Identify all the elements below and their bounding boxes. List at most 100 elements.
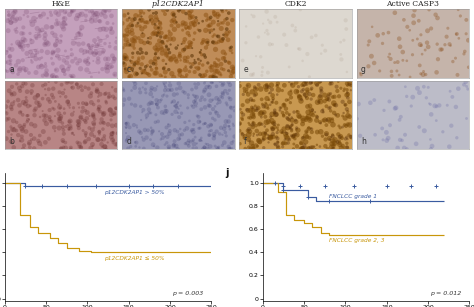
Point <box>257 115 265 120</box>
Point <box>273 134 280 139</box>
Point <box>257 111 264 116</box>
Point <box>140 146 147 151</box>
Point <box>251 103 259 108</box>
Point <box>147 91 155 96</box>
Point <box>197 98 204 103</box>
Point <box>32 106 39 111</box>
Point <box>133 60 140 65</box>
Point <box>260 110 268 115</box>
Point <box>31 113 38 118</box>
Point <box>434 57 442 62</box>
Point <box>126 74 133 79</box>
Point <box>81 140 89 145</box>
Point <box>328 119 336 123</box>
Point <box>289 23 296 28</box>
Point <box>105 91 113 95</box>
Point <box>283 131 291 136</box>
Point <box>77 84 85 89</box>
Point <box>202 40 210 45</box>
Point <box>47 118 55 123</box>
Point <box>75 142 83 146</box>
Point <box>267 115 274 119</box>
Point <box>18 43 25 48</box>
Point <box>122 67 130 72</box>
Point <box>239 103 246 107</box>
Point <box>89 82 97 87</box>
Point <box>10 125 18 130</box>
Point <box>159 58 167 63</box>
Point <box>310 144 318 149</box>
Point <box>188 103 195 108</box>
Point <box>283 123 291 128</box>
Point <box>278 129 285 134</box>
Point <box>264 136 272 141</box>
Point <box>53 74 60 79</box>
Point <box>9 102 16 107</box>
Point <box>83 68 91 72</box>
Point <box>36 56 43 61</box>
Point <box>173 45 180 50</box>
Point <box>176 126 184 131</box>
Point <box>394 146 401 150</box>
Point <box>120 97 128 102</box>
Point <box>291 136 299 141</box>
Point <box>33 36 40 41</box>
Point <box>22 67 30 72</box>
Point <box>120 33 128 38</box>
Point <box>213 101 221 106</box>
Point <box>323 131 330 136</box>
Point <box>190 138 197 142</box>
Point <box>182 141 189 146</box>
Point <box>163 51 171 56</box>
Point <box>66 73 74 78</box>
Point <box>248 141 255 146</box>
Point <box>385 99 393 104</box>
Point <box>146 64 154 69</box>
Point <box>331 103 338 107</box>
Point <box>225 144 233 149</box>
Point <box>215 34 222 39</box>
Point <box>81 118 89 123</box>
Point <box>52 67 59 72</box>
Point <box>325 106 333 111</box>
Point <box>228 45 235 50</box>
Point <box>264 119 272 124</box>
Point <box>208 128 215 133</box>
Point <box>215 39 222 44</box>
Point <box>379 41 386 46</box>
Point <box>77 66 84 71</box>
Point <box>285 80 293 84</box>
Point <box>124 33 131 38</box>
Point <box>322 137 329 142</box>
Point <box>185 9 192 14</box>
Point <box>63 124 70 129</box>
Point <box>164 8 171 13</box>
Point <box>392 105 400 110</box>
Point <box>209 74 217 79</box>
Point <box>126 114 133 119</box>
Point <box>192 15 200 20</box>
Point <box>325 92 333 97</box>
Point <box>209 40 217 45</box>
Point <box>18 31 26 36</box>
Point <box>154 47 162 52</box>
Point <box>286 91 294 96</box>
Point <box>226 45 234 50</box>
Point <box>149 11 157 16</box>
Point <box>1 68 9 73</box>
Point <box>134 61 142 66</box>
Point <box>285 113 293 118</box>
Point <box>292 89 300 94</box>
Point <box>201 97 209 102</box>
Point <box>24 117 32 122</box>
Point <box>170 54 177 59</box>
Point <box>246 122 254 127</box>
Point <box>176 133 183 138</box>
Point <box>93 43 100 48</box>
Point <box>64 99 72 104</box>
Point <box>290 142 298 146</box>
Point <box>192 85 200 90</box>
Point <box>248 113 256 118</box>
Point <box>99 120 107 125</box>
Point <box>224 91 231 96</box>
